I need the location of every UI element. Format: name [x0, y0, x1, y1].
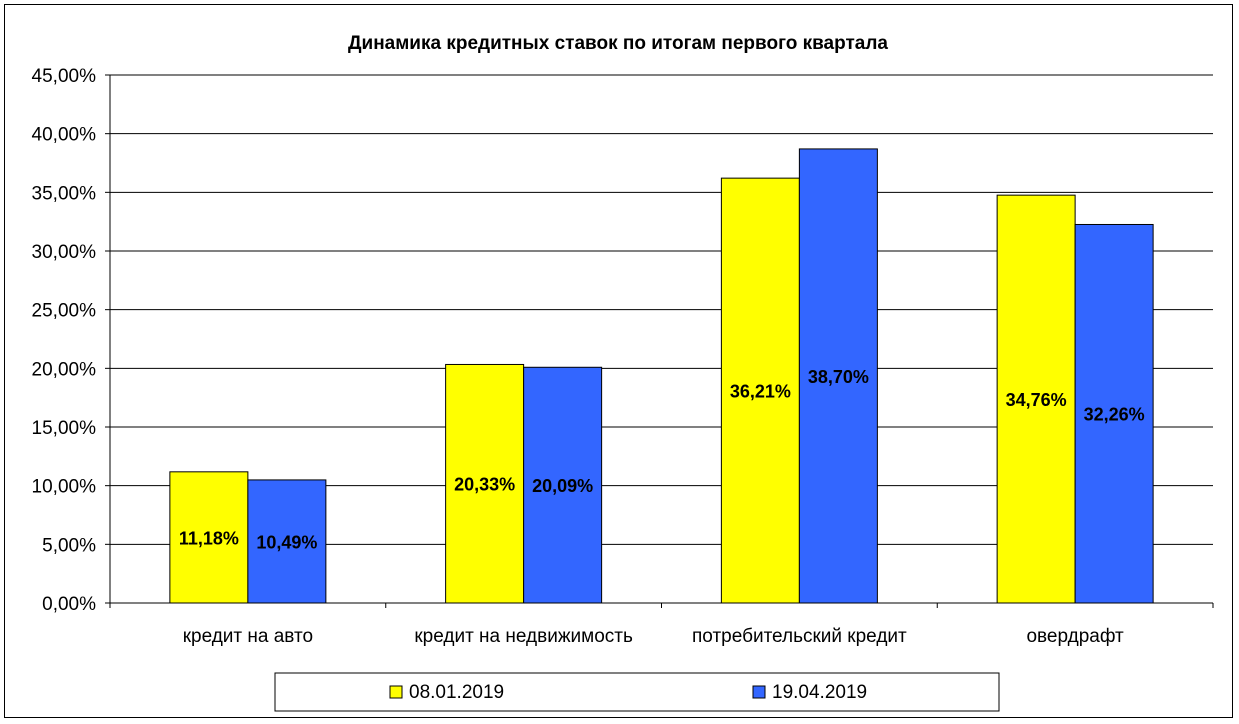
bar — [798, 148, 878, 604]
y-tick-label: 35,00% — [32, 183, 97, 204]
chart-title: Динамика кредитных ставок по итогам перв… — [348, 33, 888, 54]
y-tick-label: 15,00% — [32, 418, 97, 439]
bar — [523, 366, 603, 604]
x-tick-label: кредит на авто — [183, 626, 313, 647]
bars — [169, 148, 1154, 604]
legend-swatch — [389, 685, 403, 699]
data-label: 20,33% — [454, 475, 515, 495]
axes: 0,00% 5,00% 10,00% 15,00% 20,00% 25,00% 30,00%… — [32, 66, 1214, 647]
x-tick-label: кредит на недвижимость — [414, 626, 633, 647]
x-tick-label: потребительский кредит — [692, 626, 907, 647]
x-tick-label: овердрафт — [1026, 626, 1124, 647]
legend: 08.01.2019 19.04.2019 — [274, 672, 1000, 712]
data-labels: 11,18% 20,33% 36,21% 34,76% 10,49% 20,09% 38,7… — [179, 367, 1145, 552]
y-tick-label: 20,00% — [32, 359, 97, 380]
legend-label: 19.04.2019 — [772, 682, 867, 703]
y-tick-label: 40,00% — [32, 125, 97, 146]
bar — [247, 479, 327, 604]
data-label: 38,70% — [808, 367, 869, 387]
legend-label: 08.01.2019 — [409, 682, 504, 703]
y-tick-label: 30,00% — [32, 242, 97, 263]
data-label: 10,49% — [256, 532, 317, 552]
data-label: 20,09% — [532, 476, 593, 496]
y-tick-label: 0,00% — [42, 594, 96, 615]
y-tick-label: 45,00% — [32, 66, 97, 87]
legend-box — [274, 672, 1000, 712]
data-label: 32,26% — [1084, 405, 1145, 425]
data-label: 36,21% — [730, 382, 791, 402]
data-label: 34,76% — [1006, 390, 1067, 410]
bar — [1074, 223, 1154, 604]
y-tick-label: 5,00% — [42, 535, 96, 556]
y-tick-label: 25,00% — [32, 301, 97, 322]
legend-swatch — [752, 685, 766, 699]
data-label: 11,18% — [179, 528, 239, 548]
y-tick-label: 10,00% — [32, 477, 97, 498]
